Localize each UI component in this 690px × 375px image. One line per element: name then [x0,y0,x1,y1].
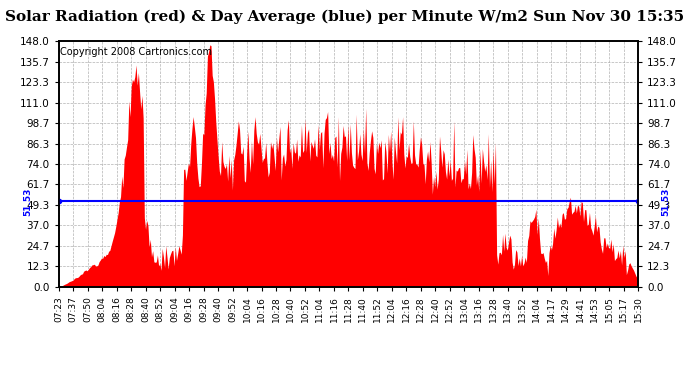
Text: 51.53: 51.53 [23,187,32,216]
Text: Copyright 2008 Cartronics.com: Copyright 2008 Cartronics.com [61,47,213,57]
Text: 51.53: 51.53 [662,187,671,216]
Text: Solar Radiation (red) & Day Average (blue) per Minute W/m2 Sun Nov 30 15:35: Solar Radiation (red) & Day Average (blu… [6,9,684,24]
